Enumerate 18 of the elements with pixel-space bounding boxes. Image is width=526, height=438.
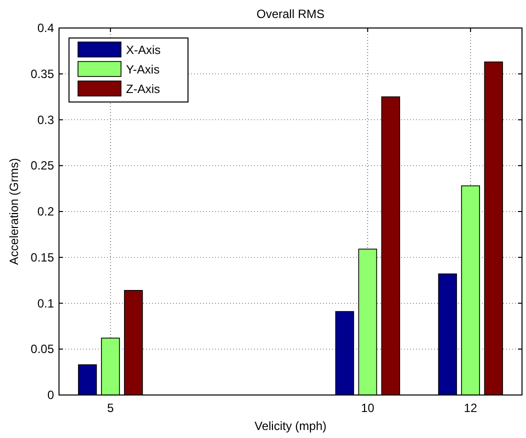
x-tick-label: 5 — [107, 401, 114, 415]
y-tick-label: 0.1 — [37, 296, 54, 310]
y-axis-title: Acceleration (Grms) — [7, 158, 21, 265]
y-tick-label: 0.3 — [37, 112, 54, 127]
y-tick-label: 0 — [47, 388, 54, 402]
y-tick-label: 0.4 — [37, 21, 54, 35]
y-tick-label: 0.05 — [30, 342, 54, 356]
legend-label: Y-Axis — [126, 62, 160, 76]
legend-label: Z-Axis — [126, 82, 160, 96]
y-tick-label: 0.2 — [37, 204, 54, 218]
chart-title: Overall RMS — [256, 7, 325, 21]
y-tick-label: 0.15 — [30, 250, 54, 264]
legend-label: X-Axis — [126, 43, 161, 57]
x-tick-label: 10 — [360, 401, 375, 415]
x-axis-title: Velicity (mph) — [254, 419, 327, 433]
y-tick-label: 0.35 — [30, 66, 54, 81]
x-tick-label: 12 — [464, 401, 478, 415]
y-tick-label: 0.25 — [30, 158, 54, 173]
